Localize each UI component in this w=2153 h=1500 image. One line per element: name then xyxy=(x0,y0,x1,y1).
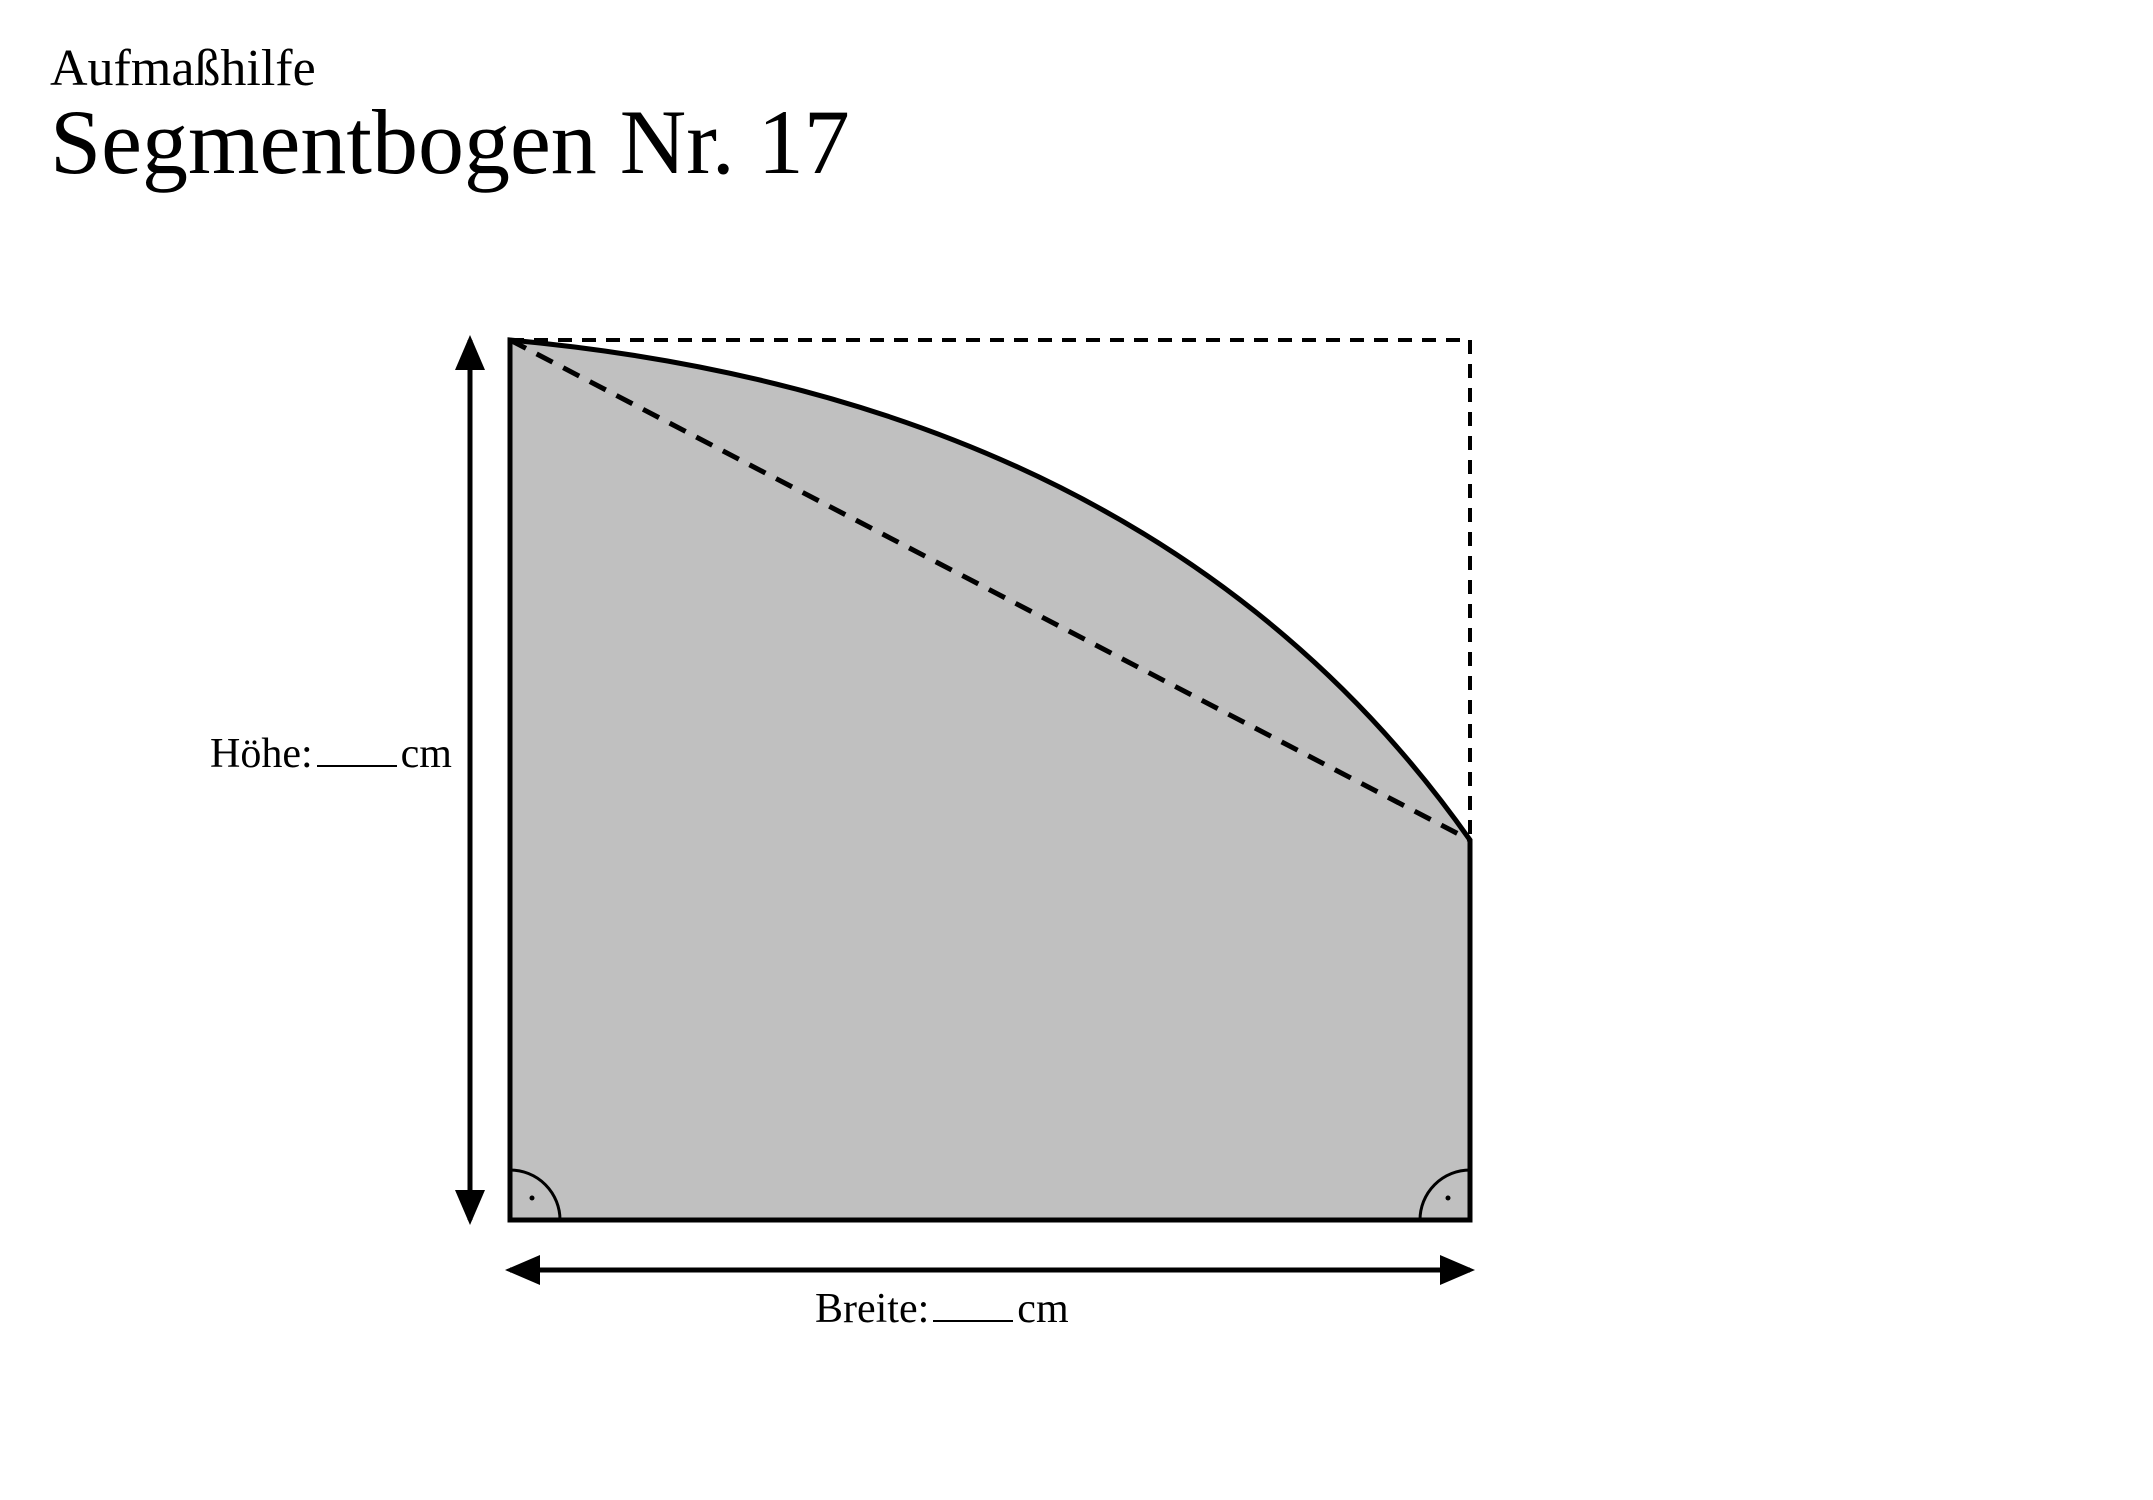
height-unit: cm xyxy=(401,731,452,777)
height-blank xyxy=(317,765,397,767)
main-title: Segmentbogen Nr. 17 xyxy=(50,92,850,193)
width-arrow-left xyxy=(505,1255,540,1285)
header: Aufmaßhilfe Segmentbogen Nr. 17 xyxy=(50,40,850,193)
diagram-container: Höhe:cm Breite:cm xyxy=(440,320,1540,1345)
subtitle: Aufmaßhilfe xyxy=(50,40,850,97)
width-unit: cm xyxy=(1017,1286,1068,1332)
width-prefix: Breite: xyxy=(815,1286,929,1332)
height-arrow-top xyxy=(455,335,485,370)
width-blank xyxy=(933,1320,1013,1322)
angle-dot-right xyxy=(1446,1196,1451,1201)
height-arrow-bottom xyxy=(455,1190,485,1225)
diagram-svg xyxy=(440,320,1540,1340)
width-label: Breite: cm xyxy=(815,1285,1069,1333)
segment-shape xyxy=(510,340,1470,1220)
angle-dot-left xyxy=(530,1196,535,1201)
width-arrow-right xyxy=(1440,1255,1475,1285)
height-prefix: Höhe: xyxy=(210,731,313,777)
height-label: Höhe: cm xyxy=(210,730,452,778)
